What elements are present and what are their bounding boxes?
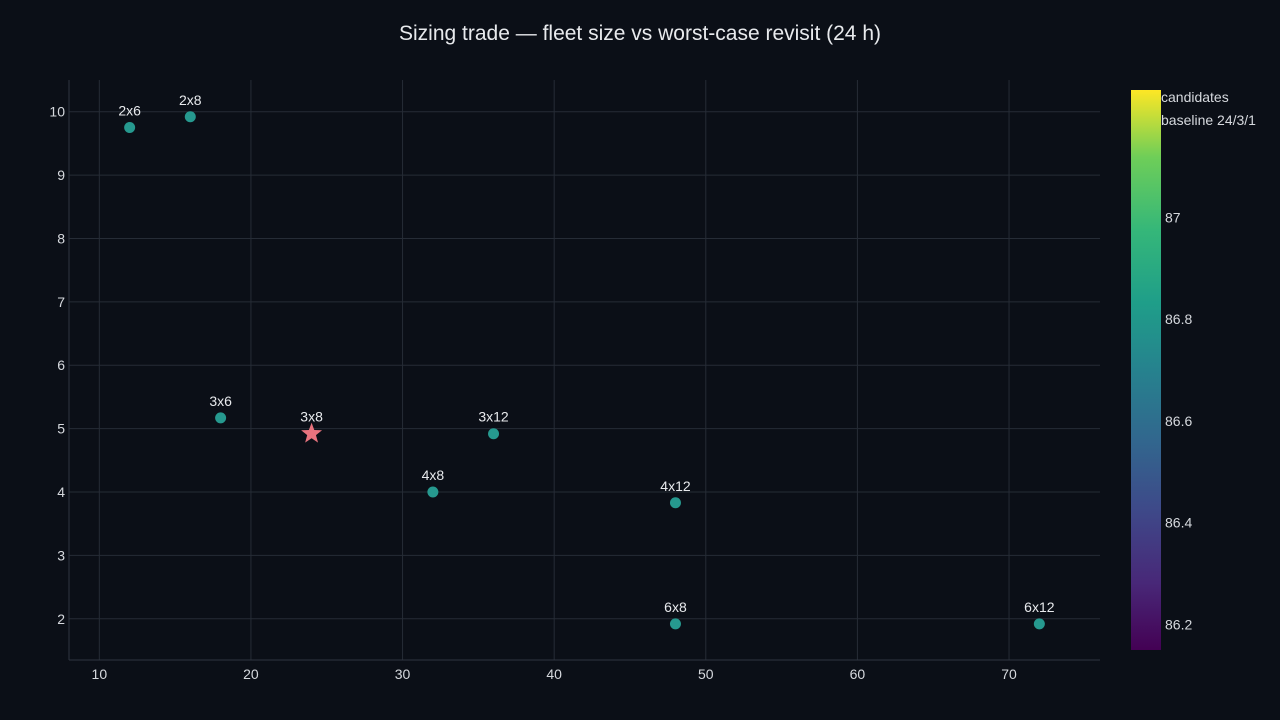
candidate-point <box>669 497 681 509</box>
y-tick-label: 5 <box>57 421 65 437</box>
axes: 10 20 30 40 50 60 70 2 3 4 5 6 7 8 9 10 <box>49 80 1100 682</box>
x-tick-label: 50 <box>698 666 714 682</box>
y-tick-label: 3 <box>57 547 65 563</box>
y-tick-label: 9 <box>57 167 65 183</box>
x-tick-label: 40 <box>546 666 562 682</box>
point-label: 2x6 <box>118 103 141 119</box>
x-tick-label: 10 <box>92 666 108 682</box>
y-tick-label: 7 <box>57 294 65 310</box>
point-label: 3x6 <box>209 393 232 409</box>
y-tick-label: 6 <box>57 357 65 373</box>
candidate-point <box>1033 618 1045 630</box>
point-label: 3x8 <box>300 409 323 425</box>
x-tick-label: 20 <box>243 666 259 682</box>
colorbar-tick-label: 86.4 <box>1165 515 1192 531</box>
candidate-point <box>488 428 500 440</box>
grid <box>69 80 1100 660</box>
point-label: 2x8 <box>179 92 202 108</box>
candidate-point <box>215 412 227 424</box>
colorbar-gradient <box>1131 90 1161 650</box>
baseline-star-marker <box>301 422 323 443</box>
legend-entry: baseline 24/3/1 <box>1161 112 1256 128</box>
colorbar: 86.2 86.4 86.6 86.8 87 candidates baseline 24/… <box>1131 89 1256 650</box>
colorbar-tick-label: 86.2 <box>1165 617 1192 633</box>
data-points: 2x6 2x8 3x6 3x12 4x8 4x12 6x8 6x12 3x8 <box>118 92 1055 630</box>
colorbar-tick-label: 87 <box>1165 209 1181 225</box>
point-label: 3x12 <box>478 409 509 425</box>
x-tick-label: 30 <box>395 666 411 682</box>
candidate-point <box>184 111 196 123</box>
legend-entry: candidates <box>1161 89 1229 105</box>
chart-title: Sizing trade — fleet size vs worst-case … <box>399 22 881 45</box>
point-label: 4x8 <box>422 467 445 483</box>
x-tick-label: 60 <box>850 666 866 682</box>
candidate-point <box>427 486 439 498</box>
colorbar-tick-label: 86.6 <box>1165 413 1192 429</box>
candidate-point <box>124 122 136 134</box>
y-tick-label: 4 <box>57 484 65 500</box>
point-label: 6x12 <box>1024 599 1055 615</box>
y-tick-label: 2 <box>57 611 65 627</box>
y-tick-label: 8 <box>57 230 65 246</box>
y-tick-label: 10 <box>49 104 65 120</box>
candidate-point <box>669 618 681 630</box>
point-label: 4x12 <box>660 478 691 494</box>
point-label: 6x8 <box>664 599 687 615</box>
colorbar-tick-label: 86.8 <box>1165 311 1192 327</box>
x-tick-label: 70 <box>1001 666 1017 682</box>
